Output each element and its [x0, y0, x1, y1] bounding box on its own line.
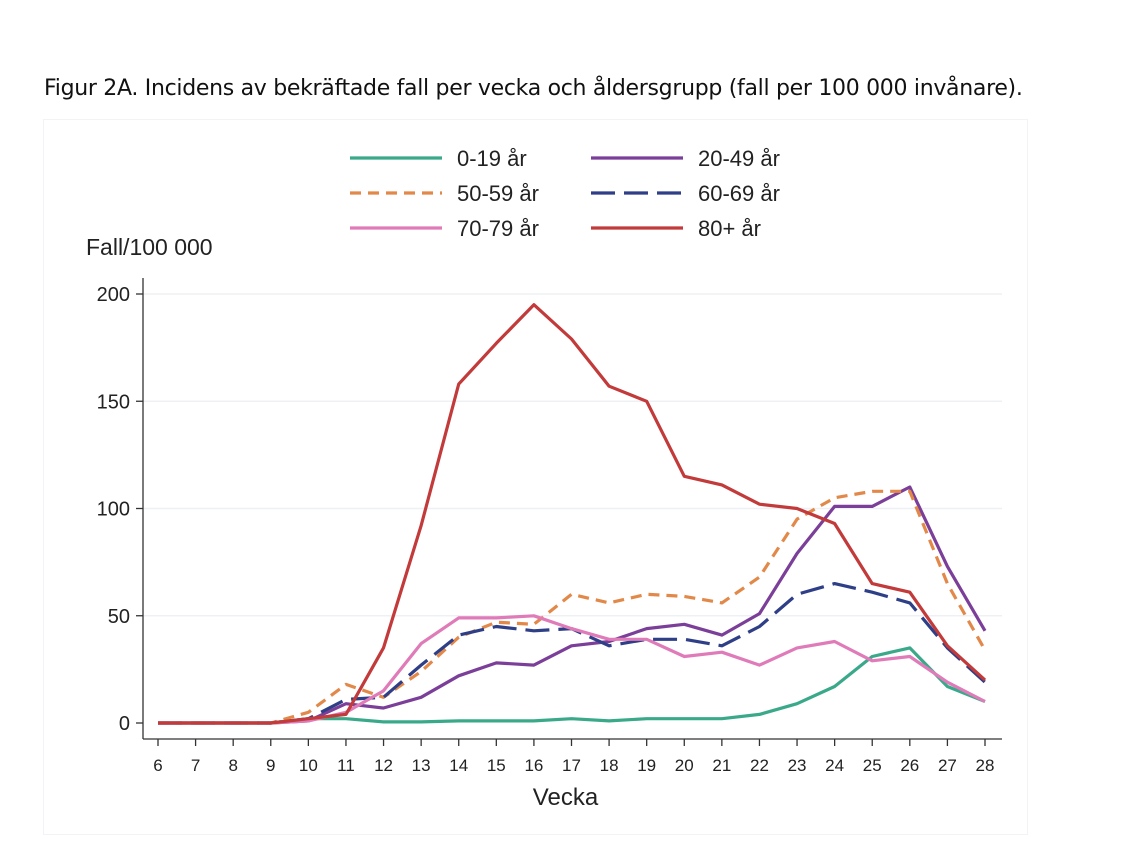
x-tick-label: 25 [863, 756, 882, 775]
series-line-50-59-r [158, 489, 987, 725]
x-tick-label: 26 [900, 756, 919, 775]
y-tick-label: 0 [119, 713, 130, 735]
chart-panel: 0 50 100 150 200 6 7 8 9 10 11 12 13 14 15 16 17 18 19 20 21… [44, 120, 1027, 834]
x-tick-label: 16 [524, 756, 543, 775]
x-axis-title: Vecka [533, 784, 599, 811]
series-line-20-49-r [158, 485, 987, 725]
x-tick-label: 21 [712, 756, 731, 775]
legend-label: 80+ år [698, 216, 761, 241]
line-chart: 0 50 100 150 200 6 7 8 9 10 11 12 13 14 15 16 17 18 19 20 21… [86, 146, 1002, 811]
series-line-80+-r [158, 303, 987, 725]
x-tick-label: 20 [675, 756, 694, 775]
x-tick-label: 15 [487, 756, 506, 775]
legend-label: 70-79 år [457, 216, 539, 241]
x-tick-label: 9 [266, 756, 275, 775]
legend-label: 60-69 år [698, 181, 780, 206]
x-tick-label: 18 [600, 756, 619, 775]
x-tick-label: 22 [750, 756, 769, 775]
x-tick-label: 17 [562, 756, 581, 775]
y-tick-label: 50 [108, 606, 130, 628]
x-tick-label: 10 [299, 756, 318, 775]
x-tick-label: 8 [228, 756, 237, 775]
y-tick-label: 200 [97, 284, 130, 306]
x-tick-label: 6 [153, 756, 162, 775]
x-tick-label: 11 [337, 756, 355, 775]
legend-label: 50-59 år [457, 181, 539, 206]
legend-label: 0-19 år [457, 146, 527, 171]
y-tick-label: 100 [97, 499, 130, 521]
x-tick-label: 13 [412, 756, 431, 775]
x-tick-label: 7 [191, 756, 200, 775]
x-tick-label: 14 [449, 756, 468, 775]
x-tick-label: 28 [976, 756, 995, 775]
legend-label: 20-49 år [698, 146, 780, 171]
x-tick-label: 19 [637, 756, 656, 775]
x-tick-label: 12 [374, 756, 393, 775]
y-axis-title: Fall/100 000 [86, 234, 213, 260]
series-line-70-79-r [158, 614, 986, 725]
y-tick-label: 150 [97, 391, 130, 413]
x-tick-label: 27 [938, 756, 957, 775]
series-line-0-19-r [158, 646, 986, 725]
figure-caption: Figur 2A. Incidens av bekräftade fall pe… [44, 76, 1023, 101]
x-tick-label: 23 [788, 756, 807, 775]
x-tick-label: 24 [825, 756, 844, 775]
